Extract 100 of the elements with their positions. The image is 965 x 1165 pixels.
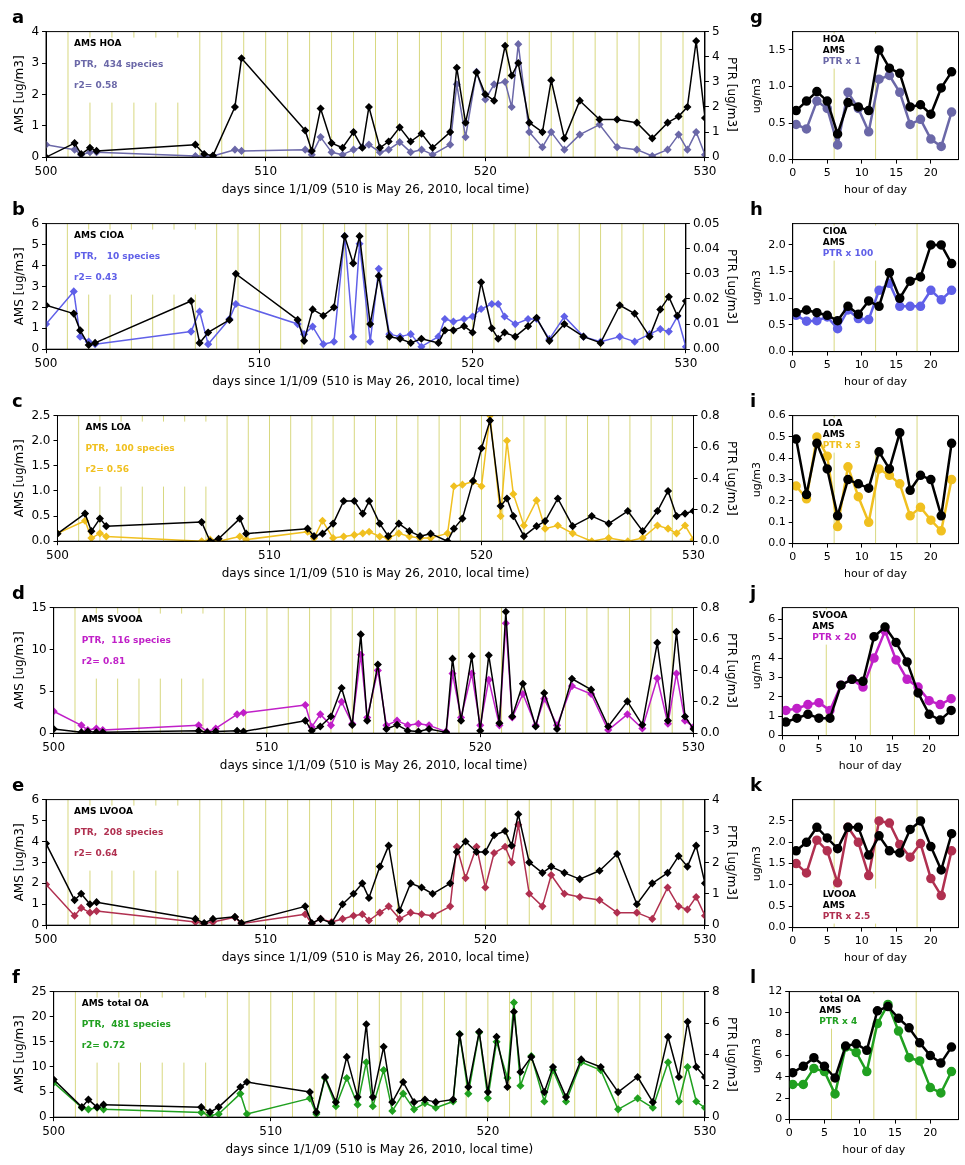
y-tick-label: 5 <box>39 683 47 698</box>
y-tick-label: 0.0 <box>768 536 786 550</box>
y-axis-title: ug/m3 <box>750 1037 764 1074</box>
chart-title: k <box>750 774 763 796</box>
text: AMS <box>822 237 846 248</box>
chart-title: l <box>750 966 757 988</box>
y-tick-label: 4 <box>31 257 40 272</box>
y-tick-label: 1 <box>768 709 776 723</box>
y-tick-label: 25 <box>31 983 47 998</box>
x-axis-title: hour of day <box>844 951 908 965</box>
y-tick-label: 2 <box>775 1091 783 1105</box>
y2-tick-label: 8 <box>711 983 720 998</box>
y2-tick-label: 0.4 <box>700 662 720 677</box>
x-tick-label: 20 <box>923 1126 938 1140</box>
x-tick-label: 520 <box>473 163 497 178</box>
y2-tick-label: 4 <box>711 48 720 63</box>
y-tick-label: 3 <box>768 670 776 684</box>
x-tick-label: 510 <box>258 547 281 562</box>
y2-tick-label: 2 <box>711 1077 720 1092</box>
y2-tick-label: 2 <box>711 99 720 114</box>
y2-tick-label: 6 <box>711 1015 720 1030</box>
y2-axis-title: PTR [ug/m3] <box>724 441 739 516</box>
annotation: r2= 0.56 <box>85 464 130 475</box>
y2-axis-title: PTR [ug/m3] <box>724 633 739 708</box>
y-tick-label: 1 <box>31 320 40 335</box>
x-tick-label: 520 <box>476 1123 500 1138</box>
x-tick-label: 530 <box>682 739 705 754</box>
x-tick-label: 15 <box>889 358 904 372</box>
x-tick-label: 510 <box>254 163 278 178</box>
text: AMS LOA <box>85 422 131 433</box>
y2-tick-label: 0 <box>711 149 720 164</box>
x-tick-label: 15 <box>889 934 904 948</box>
y-tick-label: 12 <box>768 984 783 998</box>
y2-tick-label: 0 <box>711 917 720 932</box>
x-tick-label: 510 <box>255 739 279 754</box>
x-tick-label: 500 <box>34 931 58 946</box>
x-axis-title: hour of day <box>844 183 908 197</box>
x-axis-title: days since 1/1/09 (510 is May 26, 2010, local time) <box>221 949 530 964</box>
text: PTR, 100 species <box>85 443 175 454</box>
y-tick-label: 0.0 <box>768 344 786 358</box>
x-tick-label: 5 <box>823 166 831 180</box>
x-tick-label: 10 <box>848 742 863 756</box>
y-tick-label: 2.5 <box>31 407 51 422</box>
y-tick-label: 20 <box>31 1008 47 1023</box>
x-tick-label: 500 <box>42 739 66 754</box>
text: PTR x 20 <box>812 632 857 643</box>
y-tick-label: 4 <box>768 650 776 664</box>
y-tick-label: 0.0 <box>768 920 786 934</box>
x-tick-label: 10 <box>854 550 869 564</box>
text: PTR, 116 species <box>81 635 171 646</box>
y-tick-label: 6 <box>775 1048 783 1062</box>
text: PTR, 10 species <box>74 251 161 262</box>
text: AMS LVOOA <box>74 806 133 817</box>
x-tick-label: 0 <box>789 166 797 180</box>
text: AMS HOA <box>74 38 122 49</box>
text: PTR, 434 species <box>74 59 164 70</box>
text: AMS CIOA <box>74 230 124 241</box>
x-tick-label: 20 <box>923 358 938 372</box>
y2-tick-label: 0.4 <box>700 470 720 485</box>
x-axis-title: days since 1/1/09 (510 is May 26, 2010, local time) <box>221 181 530 196</box>
y-axis-title: ug/m3 <box>750 269 764 306</box>
x-tick-label: 20 <box>923 934 938 948</box>
y-tick-label: 0 <box>31 341 40 356</box>
x-tick-label: 520 <box>473 931 497 946</box>
annotation: r2= 0.81 <box>81 656 126 667</box>
y2-tick-label: 0.8 <box>700 407 720 422</box>
x-tick-label: 530 <box>693 1123 717 1138</box>
y-tick-label: 0.0 <box>768 152 786 166</box>
x-axis-title: days since 1/1/09 (510 is May 26, 2010, local time) <box>221 565 530 580</box>
y2-tick-label: 5 <box>711 23 720 38</box>
y2-tick-label: 0.6 <box>700 631 720 646</box>
y-tick-label: 0 <box>775 1112 783 1126</box>
y-tick-label: 5 <box>768 631 776 645</box>
text: PTR x 100 <box>822 248 874 259</box>
x-tick-label: 10 <box>854 166 869 180</box>
x-tick-label: 0 <box>789 358 797 372</box>
x-tick-label: 10 <box>852 1126 867 1140</box>
chart-title: h <box>750 198 763 220</box>
text: AMS <box>822 45 846 56</box>
x-tick-label: 5 <box>823 358 831 372</box>
chart-title: e <box>12 774 25 796</box>
x-tick-label: 500 <box>42 1123 66 1138</box>
x-tick-label: 20 <box>922 742 937 756</box>
y-tick-label: 0.3 <box>768 472 786 486</box>
x-tick-label: 500 <box>34 163 58 178</box>
text: AMS <box>822 900 846 911</box>
y-tick-label: 1.0 <box>31 483 51 498</box>
legend-title: SVOOA <box>812 610 848 621</box>
x-axis-title: days since 1/1/09 (510 is May 26, 2010, local time) <box>219 757 528 772</box>
y-tick-label: 0.5 <box>768 899 786 913</box>
x-axis-title: days since 1/1/09 (510 is May 26, 2010, local time) <box>225 1141 534 1156</box>
y2-tick-label: 4 <box>711 791 720 806</box>
chart-title: g <box>750 6 763 28</box>
y-tick-label: 0 <box>39 725 47 740</box>
x-tick-label: 520 <box>461 355 485 370</box>
y2-tick-label: 2 <box>711 854 720 869</box>
y-tick-label: 0 <box>31 917 40 932</box>
legend-title: LOA <box>822 418 843 429</box>
text: PTR, 481 species <box>81 1019 171 1030</box>
y2-axis-title: PTR [ug/m3] <box>724 57 739 132</box>
